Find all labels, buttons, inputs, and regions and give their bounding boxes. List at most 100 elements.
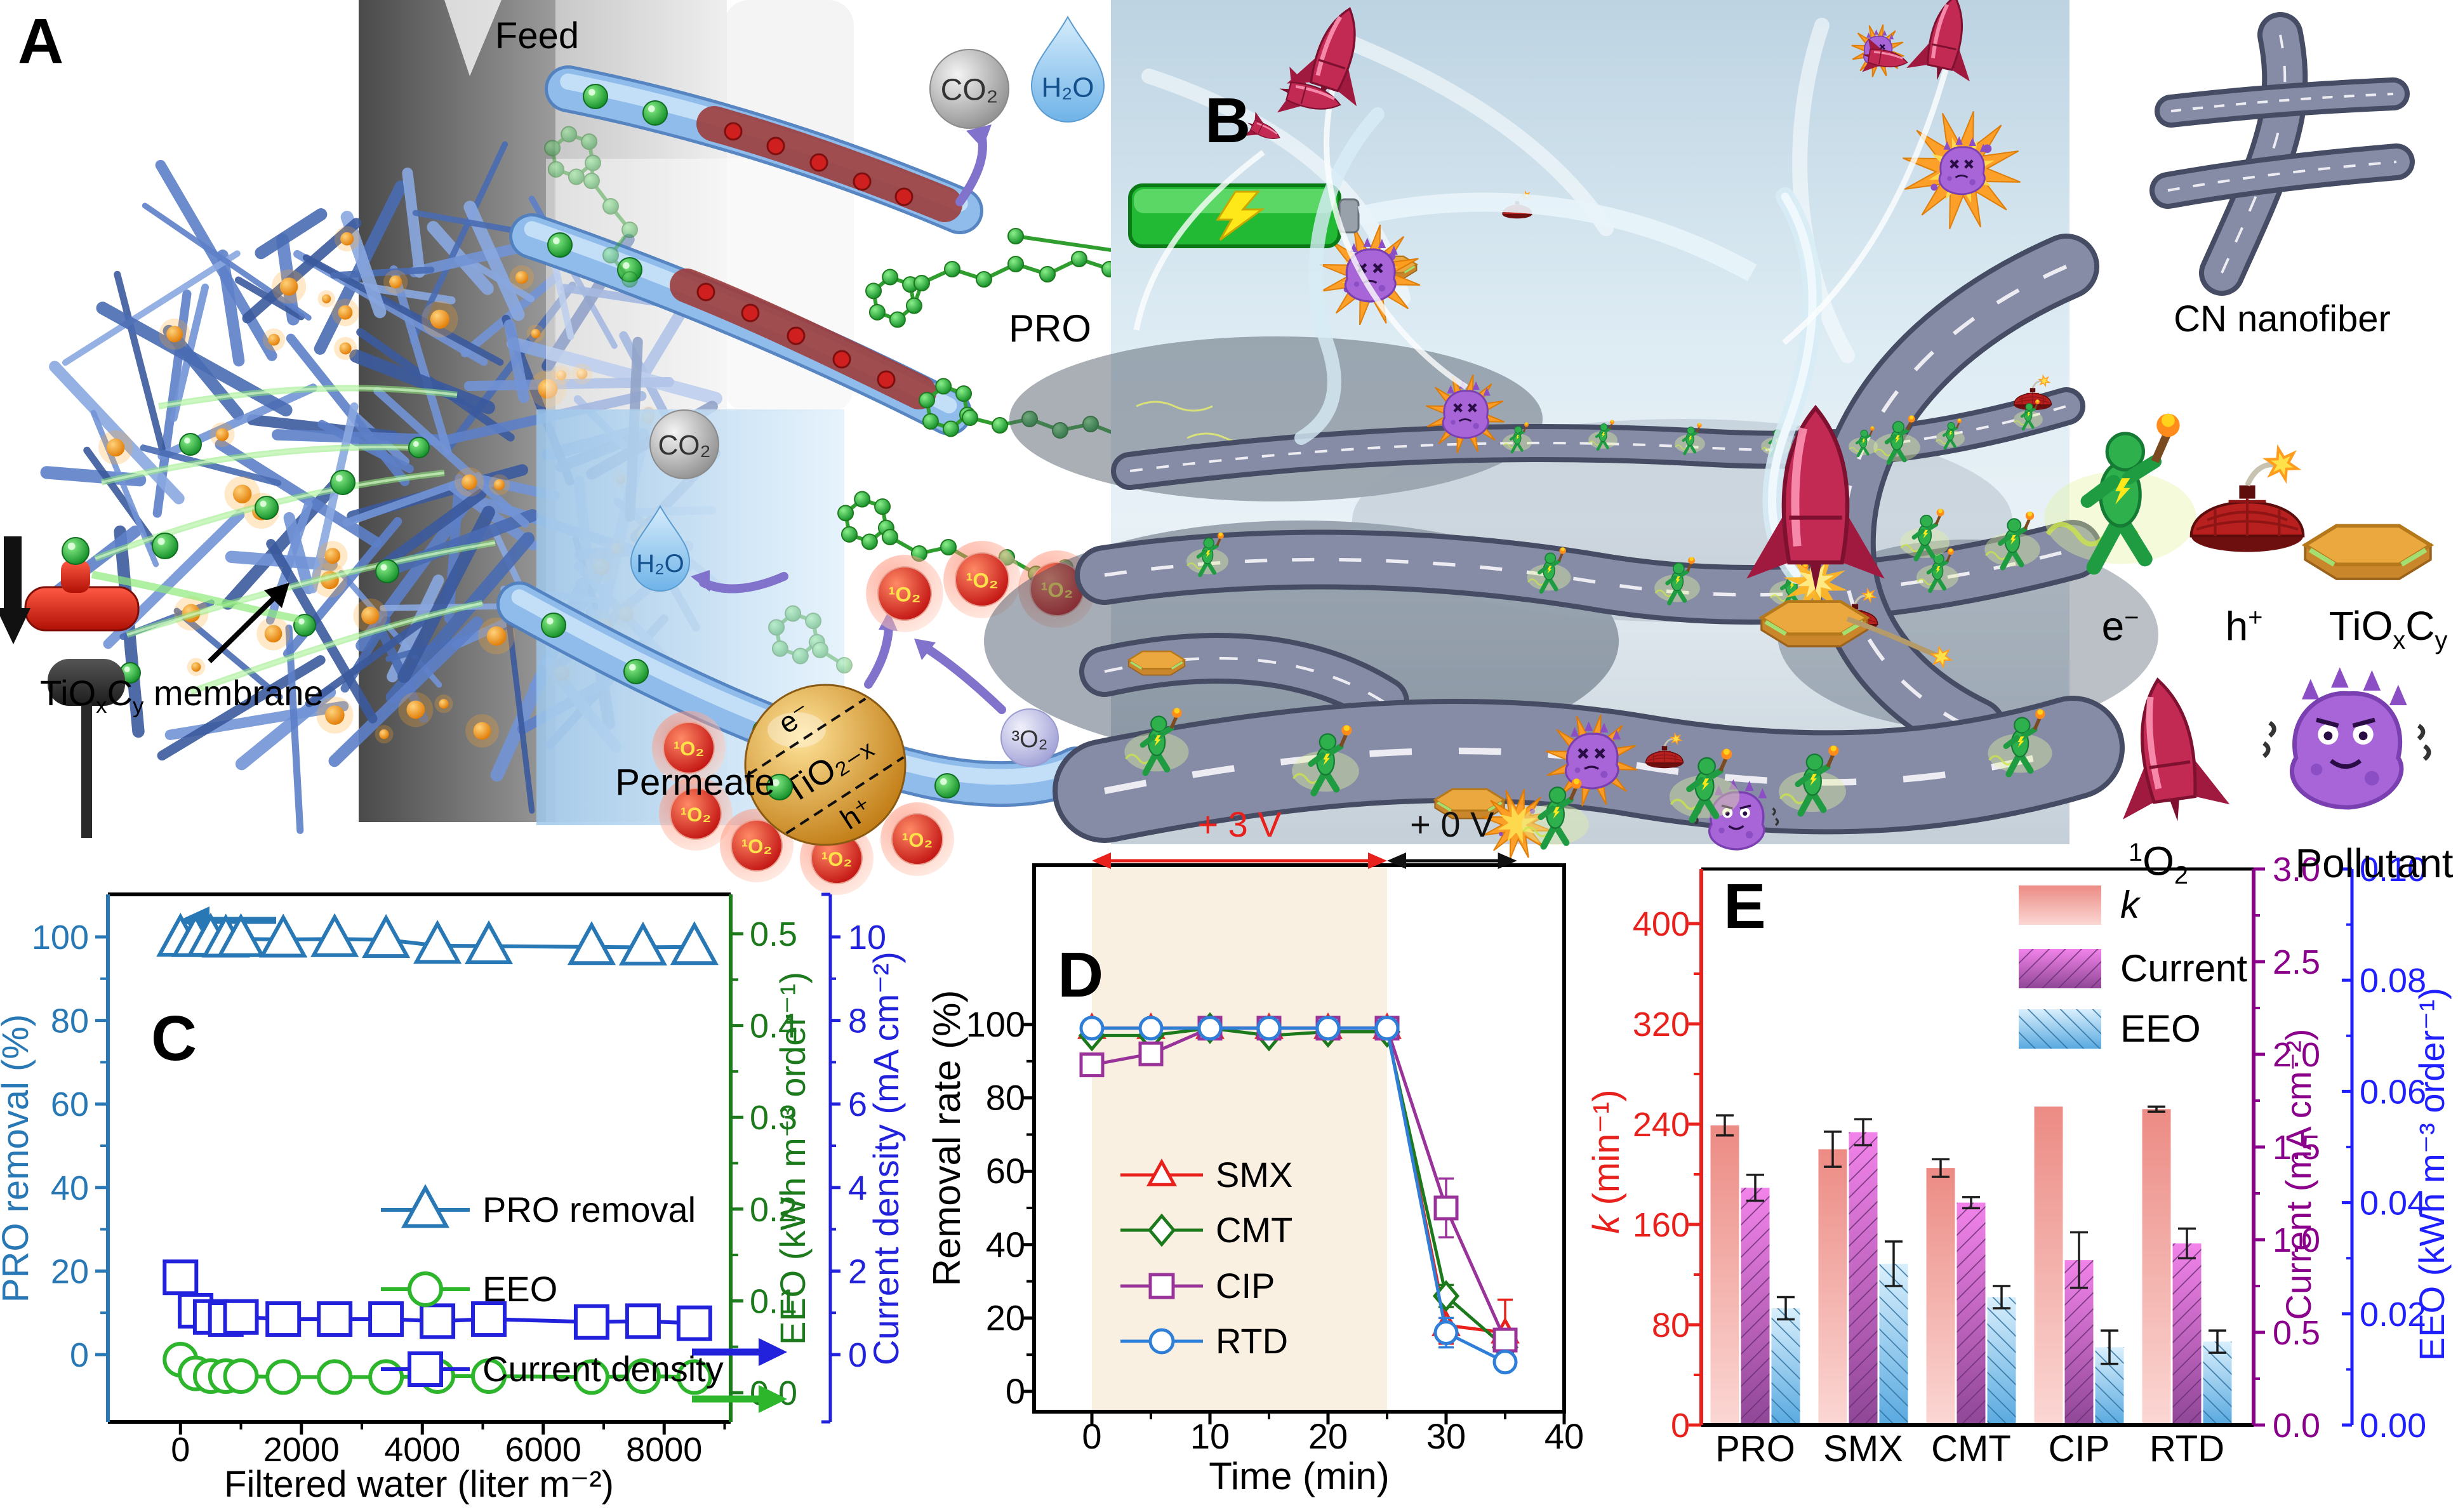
svg-text:+ 3 V: + 3 V	[1197, 804, 1282, 844]
svg-text:+ 0 V: + 0 V	[1410, 804, 1494, 844]
svg-text:CIP: CIP	[2049, 1428, 2110, 1469]
panel-c-chart: 0204060801000.00.10.20.30.40.50200040006…	[0, 892, 906, 1505]
pro-molecule	[768, 605, 853, 673]
svg-text:CMT: CMT	[1216, 1210, 1292, 1250]
svg-text:0: 0	[1082, 1416, 1101, 1456]
electron-streaks	[94, 385, 496, 695]
svg-text:CO₂: CO₂	[658, 430, 710, 461]
svg-text:PRO removal (%): PRO removal (%)	[0, 1014, 36, 1303]
reaction-arrow	[955, 124, 992, 206]
svg-text:¹O₂: ¹O₂	[902, 829, 933, 851]
svg-text:4000: 4000	[384, 1431, 460, 1469]
singlet-oxygen-rocket-icon	[2123, 677, 2230, 821]
svg-text:0: 0	[1671, 1407, 1690, 1445]
svg-text:¹O₂: ¹O₂	[674, 738, 705, 760]
legend-item-pro-removal: PRO removal	[381, 1184, 696, 1230]
feed-label: Feed	[495, 15, 580, 56]
hole-bomb-icon	[1645, 732, 1684, 769]
current-density-axis: 0 2 4 6 8 10	[821, 892, 886, 1424]
pro-molecule	[544, 126, 638, 288]
electron-runner-icon	[1527, 547, 1571, 594]
svg-text:100: 100	[32, 918, 89, 957]
electron-runner-icon	[1669, 748, 1740, 823]
pollutant-monster-icon	[1694, 779, 1779, 851]
panel-b-legend-icons	[2044, 12, 2435, 821]
svg-text:0.3: 0.3	[750, 1099, 797, 1137]
singlet-oxygen-rocket-icon	[1277, 67, 1341, 113]
svg-text:60: 60	[986, 1151, 1025, 1191]
svg-text:1.5: 1.5	[2273, 1129, 2320, 1167]
svg-text:EEO (kWh m⁻³ order⁻¹): EEO (kWh m⁻³ order⁻¹)	[2412, 988, 2452, 1361]
svg-text:Current density: Current density	[482, 1349, 724, 1389]
electron-runner-icon	[1899, 508, 1950, 562]
svg-text:0: 0	[1006, 1371, 1025, 1411]
hole-bomb-icon	[2013, 374, 2052, 411]
singlet-oxygen-rocket-icon	[1746, 404, 1885, 591]
svg-text:400: 400	[1633, 905, 1690, 943]
svg-text:¹O₂: ¹O₂	[889, 583, 921, 606]
svg-text:Current density (mA cm⁻²): Current density (mA cm⁻²)	[866, 952, 906, 1365]
electron-runner-icon	[1849, 426, 1878, 458]
svg-text:0.00: 0.00	[2360, 1407, 2426, 1445]
singlet-oxygen-sphere: ¹O₂	[1018, 550, 1096, 628]
rocket-trails	[1133, 69, 1949, 390]
svg-text:k: k	[2120, 884, 2141, 926]
panel-c-plot: 0204060801000.00.10.20.30.40.50200040006…	[0, 892, 906, 1505]
svg-text:Current: Current	[2120, 947, 2247, 990]
legend-item-current: Current	[2019, 947, 2247, 990]
svg-text:2.5: 2.5	[2273, 943, 2320, 981]
svg-text:0.4: 0.4	[750, 1007, 797, 1045]
svg-text:Removal rate (%): Removal rate (%)	[926, 990, 968, 1287]
singlet-oxygen-sphere: ¹O₂	[943, 541, 1021, 618]
svg-text:0.1: 0.1	[750, 1282, 797, 1320]
explosion-icon	[1482, 788, 1553, 859]
tioxcy-dome-icon	[2301, 524, 2435, 580]
legend-item-k: k	[2019, 884, 2141, 926]
panel-d-chart: 0 10 20 30 40 0 20 40 60 80 100 Time (min) Removal r…	[926, 804, 1584, 1497]
svg-text:Filtered water (liter m⁻²): Filtered water (liter m⁻²)	[224, 1464, 614, 1505]
svg-text:2000: 2000	[263, 1431, 340, 1469]
cn-nanofiber-road	[2155, 77, 2410, 128]
degraded-pollutant-segment	[696, 106, 962, 222]
singlet-oxygen-sphere: ¹O₂	[652, 711, 726, 785]
electron-runner-icon	[1124, 708, 1189, 776]
k-bars	[1710, 1105, 2171, 1425]
svg-text:0: 0	[70, 1336, 89, 1374]
legend-item-smx: SMX	[1120, 1155, 1292, 1195]
pipe-stand	[48, 659, 125, 838]
launching-rocket	[1746, 404, 1953, 669]
svg-text:8000: 8000	[626, 1431, 702, 1469]
svg-text:20: 20	[51, 1252, 89, 1290]
singlet-oxygen-sphere: ¹O₂	[866, 555, 943, 632]
tio2x-nanoparticle: e⁻TiO₂₋ₓh⁺	[744, 684, 907, 846]
cn-nanofiber-road	[1053, 696, 2125, 843]
current-bars	[1741, 1118, 2202, 1425]
svg-text:0.5: 0.5	[2273, 1314, 2320, 1352]
pro-label: PRO	[1008, 307, 1092, 350]
eeo-series	[163, 1341, 712, 1395]
svg-text:0.08: 0.08	[2360, 962, 2426, 1000]
h2o-droplet: H₂O	[630, 505, 691, 592]
electron-runner-icon	[2044, 413, 2196, 575]
hole-label: h+	[2225, 603, 2263, 649]
svg-text:240: 240	[1633, 1106, 1690, 1144]
electron-runner-icon	[1186, 532, 1229, 578]
svg-text:³O₂: ³O₂	[1012, 726, 1048, 753]
svg-text:PRO removal: PRO removal	[482, 1190, 696, 1230]
svg-text:EEO (kWh m⁻³ order⁻¹): EEO (kWh m⁻³ order⁻¹)	[773, 972, 813, 1345]
svg-text:¹O₂: ¹O₂	[741, 835, 773, 858]
svg-text:¹O₂: ¹O₂	[821, 848, 853, 870]
svg-text:80: 80	[986, 1078, 1025, 1118]
electron-runner-icon	[1779, 745, 1846, 817]
svg-text:40: 40	[986, 1224, 1025, 1264]
svg-text:1.0: 1.0	[2273, 1221, 2320, 1259]
panel-d-label: D	[1058, 939, 1104, 1011]
legend-item-eeo: EEO	[381, 1269, 557, 1309]
svg-text:¹O₂: ¹O₂	[681, 804, 712, 826]
electron-runner-icon	[2014, 399, 2043, 431]
svg-text:8: 8	[848, 1002, 867, 1040]
panel-e-chart: 0 80 160 240 320 400 0.0 0.5 1.0 1.5 2.0 2.5 3.0 0.00…	[1586, 851, 2452, 1469]
singlet-oxygen-label: 1O2	[2129, 838, 2188, 890]
svg-text:3.0: 3.0	[2273, 851, 2320, 889]
